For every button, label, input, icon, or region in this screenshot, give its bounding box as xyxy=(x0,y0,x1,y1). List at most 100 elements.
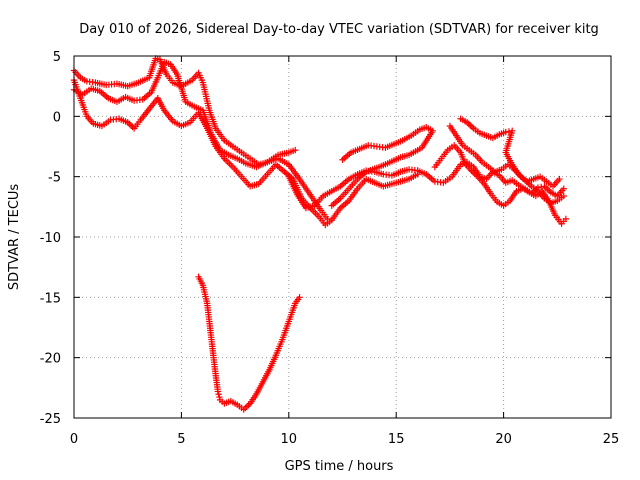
data-point-fill xyxy=(419,142,427,150)
data-point-fill xyxy=(153,76,161,83)
data-point-fill xyxy=(395,178,402,186)
data-point-fill xyxy=(85,86,93,94)
data-point-fill xyxy=(558,194,565,201)
data-point-fill xyxy=(245,401,252,409)
y-tick-label: -5 xyxy=(48,171,61,186)
data-point-fill xyxy=(133,80,140,87)
data-point-fill xyxy=(172,68,180,76)
data-point-fill xyxy=(551,210,558,217)
data-point-fill xyxy=(291,302,298,309)
data-point-fill xyxy=(309,203,316,210)
data-point-fill xyxy=(144,107,151,115)
data-point-fill xyxy=(103,93,110,100)
data-point-fill xyxy=(258,380,266,388)
data-point-fill xyxy=(76,92,83,100)
data-point-fill xyxy=(105,118,112,125)
data-point-fill xyxy=(437,179,444,186)
data-point-fill xyxy=(289,147,297,155)
x-tick-label: 15 xyxy=(388,432,405,447)
data-point-fill xyxy=(408,150,415,157)
x-tick-label: 25 xyxy=(603,432,620,447)
data-point-fill xyxy=(165,60,172,67)
data-point-fill xyxy=(236,147,243,155)
data-point-fill xyxy=(278,338,285,346)
data-point-fill xyxy=(470,150,477,157)
data-point-fill xyxy=(335,206,343,214)
data-point-fill xyxy=(219,135,227,142)
data-point-fill xyxy=(283,149,290,157)
data-point-fill xyxy=(377,170,385,177)
y-tick-label: -10 xyxy=(40,231,61,246)
data-point-fill xyxy=(456,163,463,170)
data-point-fill xyxy=(528,176,535,184)
data-point-fill xyxy=(560,218,567,225)
data-point-fill xyxy=(227,141,235,149)
y-tick-label: -20 xyxy=(40,352,61,367)
data-point-fill xyxy=(294,174,302,181)
series-arc-3 xyxy=(70,76,421,229)
series-arc-9 xyxy=(446,122,563,190)
data-point-fill xyxy=(160,61,167,68)
data-point-fill xyxy=(316,205,323,212)
x-axis-ticks: 0 5 10 15 20 25 xyxy=(70,56,619,447)
data-point-fill xyxy=(197,106,204,113)
data-point-fill xyxy=(88,118,95,125)
series-arc-1 xyxy=(70,55,299,168)
series-arc-7 xyxy=(414,158,567,200)
data-point-fill xyxy=(219,398,226,405)
data-point-fill xyxy=(481,175,488,182)
data-point-fill xyxy=(500,177,508,185)
data-point-fill xyxy=(361,177,368,185)
data-point-fill xyxy=(344,177,351,184)
data-point-fill xyxy=(429,176,437,184)
data-point-fill xyxy=(159,105,167,112)
data-point-fill xyxy=(143,75,151,82)
data-point-fill xyxy=(496,167,503,174)
data-point-fill xyxy=(511,189,519,197)
data-point-fill xyxy=(356,174,363,181)
data-series xyxy=(70,55,570,413)
data-point-fill xyxy=(313,211,321,218)
data-point-fill xyxy=(532,186,540,193)
data-point-fill xyxy=(541,176,548,184)
data-point-fill xyxy=(554,177,562,185)
data-point-fill xyxy=(322,213,330,220)
data-point-fill xyxy=(377,162,385,170)
data-point-fill xyxy=(338,193,346,200)
x-tick-label: 10 xyxy=(281,432,298,447)
data-point-fill xyxy=(493,132,501,139)
data-point-fill xyxy=(82,110,90,118)
data-point-fill xyxy=(489,167,497,174)
data-point-fill xyxy=(181,96,189,103)
data-point-fill xyxy=(240,158,247,166)
data-point-fill xyxy=(253,181,260,188)
data-point-fill xyxy=(506,177,514,185)
data-point-fill xyxy=(507,159,515,166)
x-tick-label: 5 xyxy=(177,432,185,447)
data-point-fill xyxy=(395,169,402,176)
x-tick-label: 20 xyxy=(495,432,512,447)
data-point-fill xyxy=(461,117,469,125)
data-point-fill xyxy=(515,171,523,179)
data-point-fill xyxy=(451,130,459,137)
series-arc-10 xyxy=(195,273,303,413)
data-point-fill xyxy=(551,191,559,198)
data-point-fill xyxy=(252,392,259,399)
data-point-fill xyxy=(414,127,421,135)
data-point-fill xyxy=(344,199,351,206)
data-point-fill xyxy=(167,77,175,84)
data-point-fill xyxy=(412,172,419,179)
data-point-fill xyxy=(481,131,488,139)
data-point-fill xyxy=(370,142,378,150)
data-point-fill xyxy=(369,178,376,185)
data-point-fill xyxy=(236,171,244,178)
data-point-fill xyxy=(346,150,353,158)
data-point-fill xyxy=(265,368,272,375)
data-point-fill xyxy=(519,184,527,191)
x-tick-label: 0 xyxy=(70,432,78,447)
data-point-fill xyxy=(352,187,360,194)
data-point-fill xyxy=(477,157,484,164)
data-point-fill xyxy=(231,154,239,161)
data-point-fill xyxy=(146,90,153,97)
